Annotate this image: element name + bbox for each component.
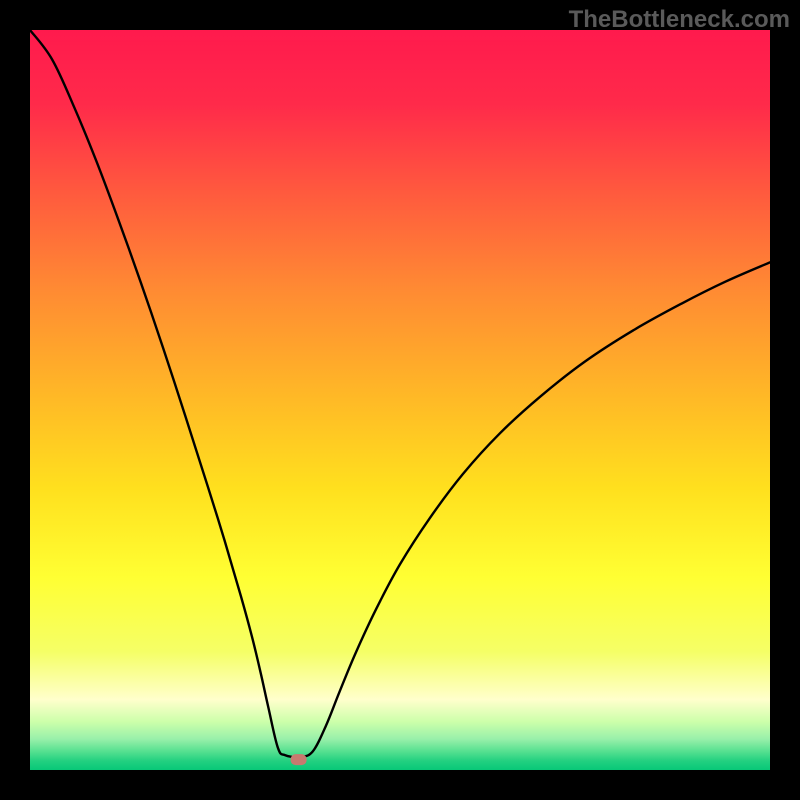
minimum-marker — [291, 754, 307, 765]
chart-frame: TheBottleneck.com — [0, 0, 800, 800]
plot-svg — [30, 30, 770, 770]
plot-area — [30, 30, 770, 770]
gradient-background — [30, 30, 770, 770]
watermark-text: TheBottleneck.com — [569, 6, 790, 34]
